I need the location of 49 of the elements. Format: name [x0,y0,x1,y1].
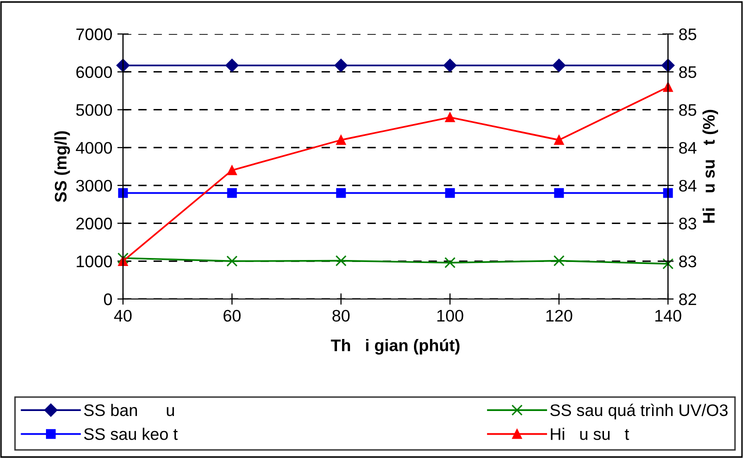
legend-label: Hi u su t [550,428,630,440]
point [445,188,455,198]
point [662,258,674,270]
y-tick-label: 3000 [76,180,112,192]
point [554,135,564,145]
x-tick-label: 120 [546,310,572,322]
point [445,112,455,122]
y2-tick-label: 82 [679,293,696,306]
legend-label: SS sau quá trình UV/O3 [550,404,728,420]
y2-tick-label: 83 [679,218,696,230]
x-axis-title: Th i gian (phút) [330,338,460,355]
x-tick-label: 100 [437,310,464,322]
y2-tick-label: 85 [679,66,696,78]
x-tick-label: 140 [655,310,682,322]
y2-tick-label: 85 [679,28,696,40]
point [117,252,129,264]
y-tick-label: 2000 [76,218,112,230]
point [444,257,456,268]
point [227,165,237,176]
x-tick-label: 80 [332,310,350,322]
y-tick-label: 4000 [76,142,112,154]
y-tick-label: 7000 [76,28,112,40]
y2-tick-label: 84 [679,142,696,154]
point [227,188,237,198]
y-tick-label: 6000 [76,66,112,78]
point [336,188,346,198]
point [443,58,457,72]
legend-label: SS sau keo t [84,428,178,440]
point [225,58,239,72]
point [552,58,566,72]
y2-tick-label: 85 [679,104,696,116]
point [335,255,347,266]
y-tick-label: 0 [104,293,112,306]
point [554,188,564,198]
point [336,135,346,145]
point [334,58,348,72]
y-tick-label: 1000 [76,256,112,268]
point [118,188,128,198]
x-tick-label: 40 [114,310,132,322]
y-axis-title: SS (mg/l) [54,131,70,202]
point [226,256,238,267]
point [663,188,673,198]
point [553,255,565,266]
y-tick-label: 5000 [76,104,112,116]
y2-tick-label: 84 [679,180,696,192]
y2-axis-title: Hi u su t (%) [702,110,718,223]
x-tick-label: 60 [224,310,241,322]
y2-tick-label: 83 [679,256,696,268]
legend-label: SS ban u [84,404,174,416]
